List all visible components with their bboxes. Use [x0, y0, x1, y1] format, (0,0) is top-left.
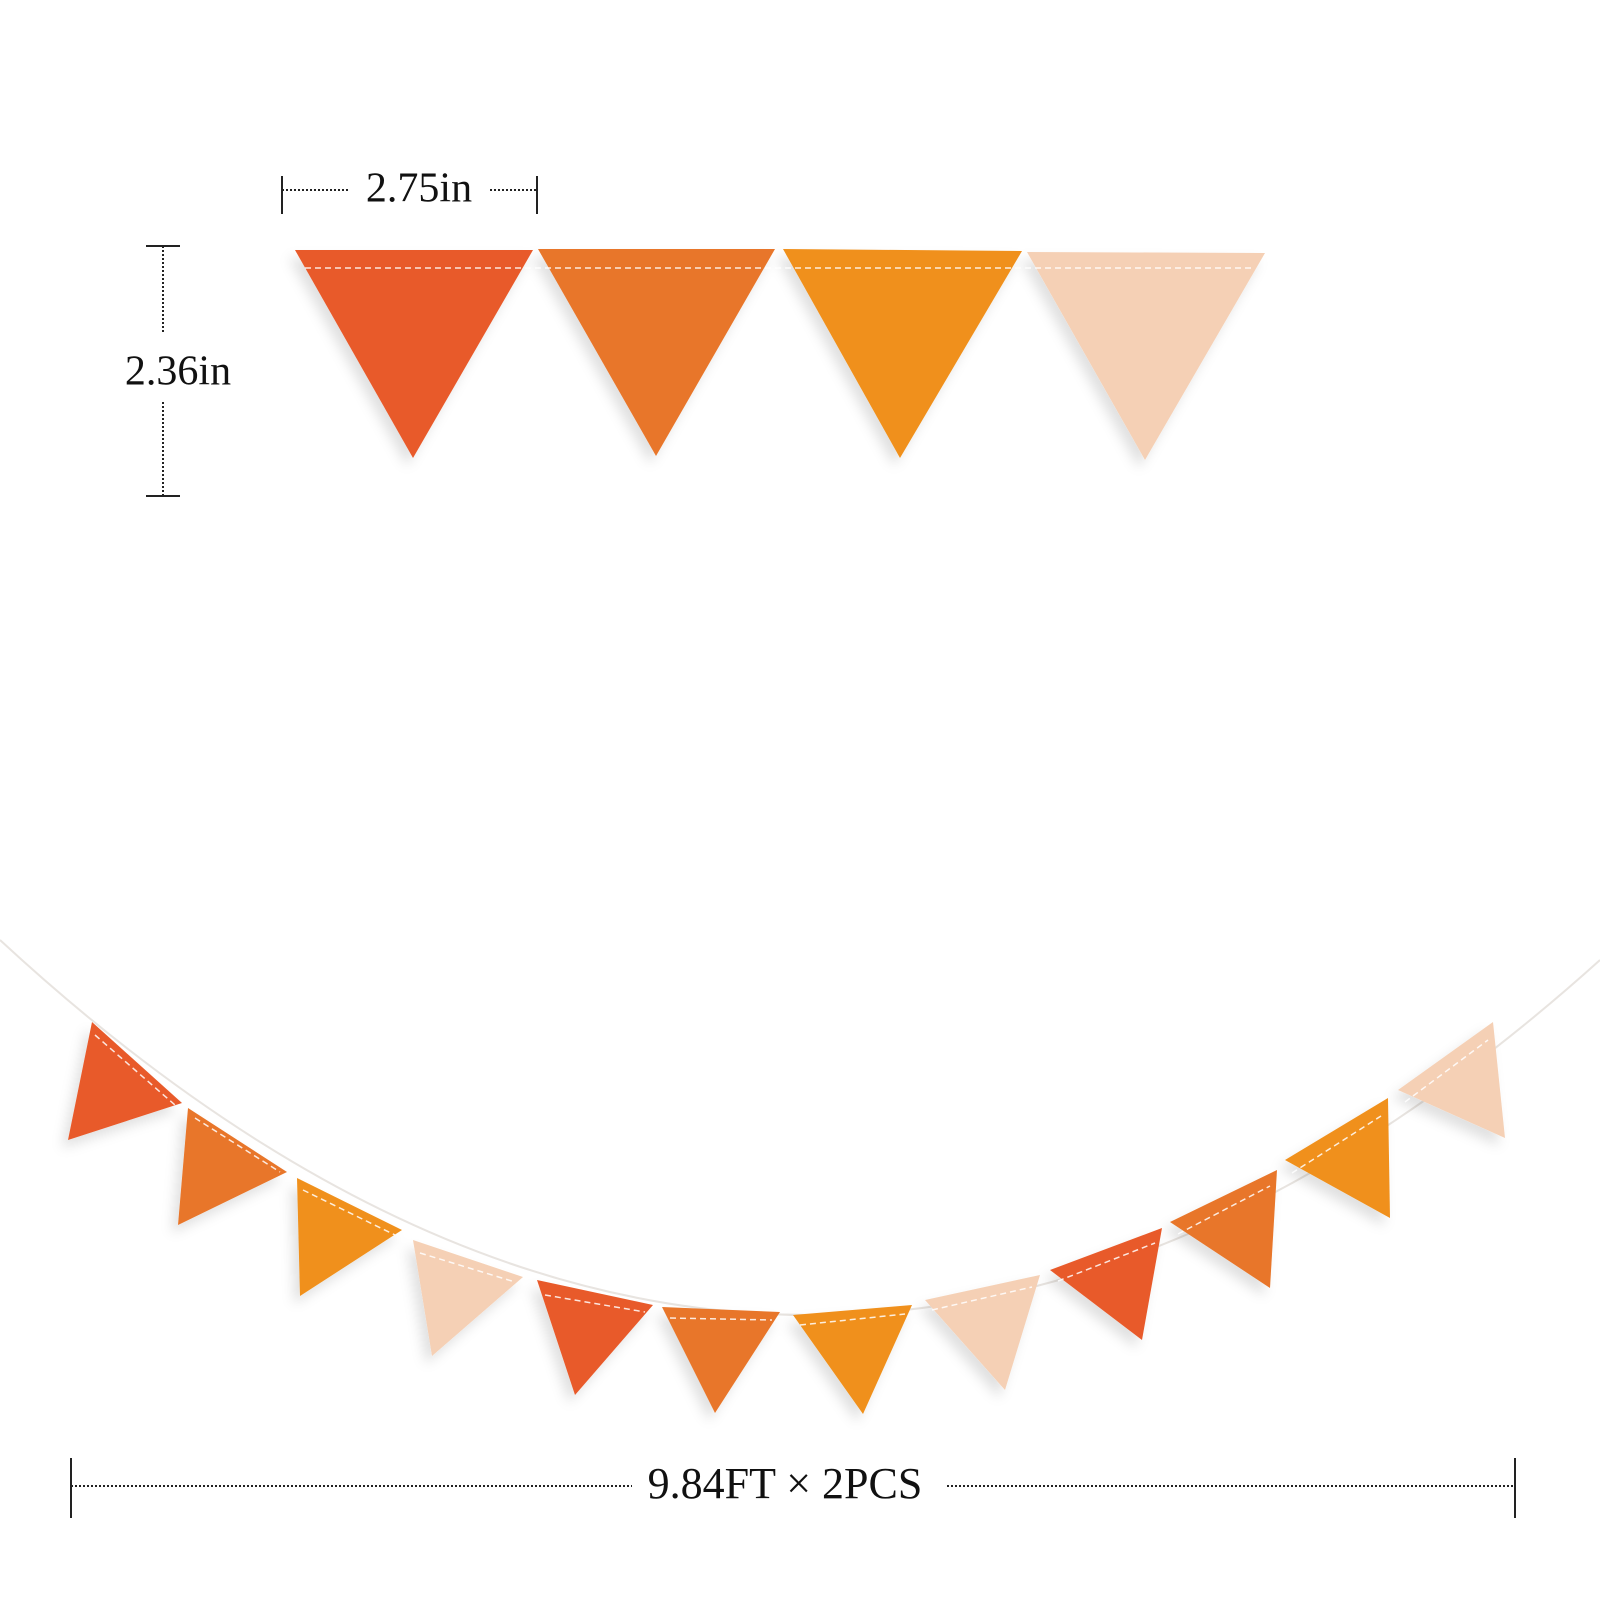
pennant [1170, 1170, 1277, 1288]
pennant [68, 1022, 182, 1140]
height-dimension: 2.36in [125, 245, 231, 497]
pennant [783, 249, 1022, 458]
pennant [413, 1240, 523, 1356]
length-label: 9.84FT × 2PCS [648, 1459, 923, 1508]
sample-pennants [295, 249, 1265, 460]
pennant [793, 1305, 912, 1414]
pennant [925, 1275, 1040, 1390]
label-bg [632, 1460, 947, 1512]
stitching [94, 1034, 1489, 1326]
pennant [295, 250, 533, 458]
width-label: 2.75in [366, 166, 472, 212]
label-bg [350, 168, 488, 212]
pennant [297, 1178, 402, 1296]
width-dimension: 2.75in [281, 166, 538, 214]
height-label: 2.36in [125, 349, 231, 395]
pennant [662, 1307, 780, 1413]
pennant [1285, 1098, 1390, 1218]
pennant [178, 1108, 287, 1225]
pennant [1050, 1228, 1162, 1340]
length-dimension: 9.84FT × 2PCS [70, 1458, 1516, 1518]
pennant [1027, 252, 1265, 460]
pennant [538, 249, 775, 456]
pennant [1398, 1022, 1505, 1138]
